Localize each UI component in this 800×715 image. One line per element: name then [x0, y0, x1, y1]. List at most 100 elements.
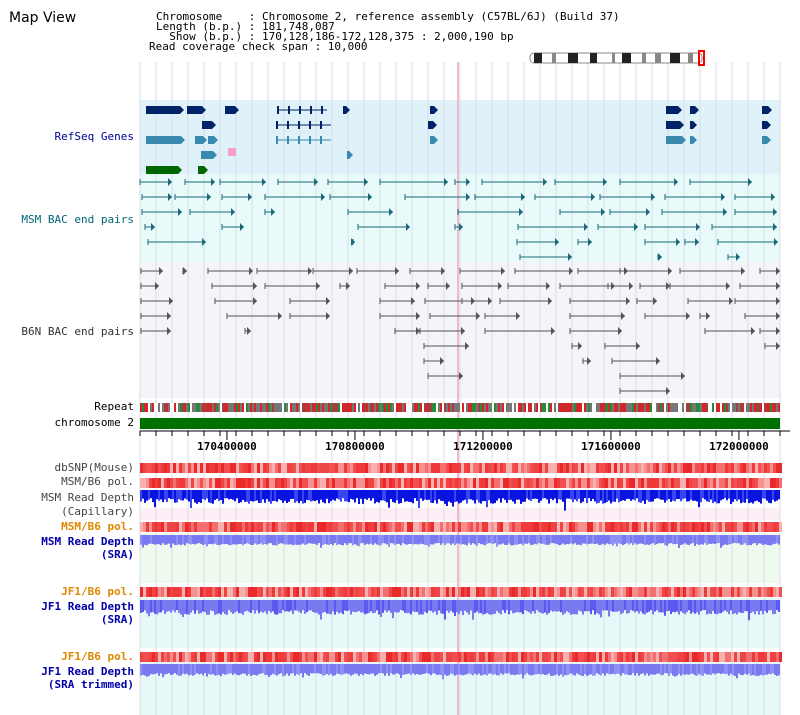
depth-bar — [324, 600, 326, 612]
depth-bar — [348, 535, 350, 543]
depth-bar — [440, 600, 442, 613]
position-axis[interactable]: 1704000001708000001712000001716000001720… — [140, 431, 790, 453]
heat-cell — [632, 478, 635, 488]
repeat-element — [240, 403, 242, 412]
repeat-element — [144, 403, 146, 412]
depth-bar — [730, 664, 732, 674]
heat-cell — [434, 652, 437, 662]
heat-cell — [434, 587, 437, 597]
depth-bar — [614, 664, 616, 674]
track-label-msm-bac[interactable]: MSM BAC end pairs — [21, 213, 134, 227]
heat-cell — [140, 652, 143, 662]
repeat-element — [184, 403, 186, 412]
repeat-element — [438, 403, 440, 412]
heat-cell — [755, 522, 758, 532]
heat-cell — [272, 522, 275, 532]
repeat-element — [598, 403, 600, 412]
repeat-element — [504, 403, 506, 412]
heat-cell — [743, 587, 746, 597]
heat-cell — [245, 587, 248, 597]
msm-b6-pol-strip[interactable] — [140, 478, 782, 488]
repeat-element — [336, 403, 338, 412]
heat-cell — [218, 652, 221, 662]
track-label-jf1-depth-trim-1: JF1 Read Depth — [41, 665, 134, 679]
repeat-element — [388, 403, 390, 412]
depth-bar — [722, 600, 724, 612]
dbsnp-strip[interactable] — [140, 463, 782, 473]
repeat-element — [160, 403, 162, 412]
depth-bar — [462, 535, 464, 544]
heat-cell — [743, 652, 746, 662]
repeat-element — [676, 403, 678, 412]
chromosome-ideogram[interactable] — [530, 51, 704, 65]
heat-cell — [755, 652, 758, 662]
depth-bar — [148, 664, 150, 676]
heat-cell — [329, 587, 332, 597]
heat-cell — [419, 587, 422, 597]
heat-cell — [533, 522, 536, 532]
depth-bar — [302, 664, 304, 678]
repeat-track[interactable] — [140, 403, 780, 412]
depth-bar — [560, 600, 562, 612]
depth-bar — [718, 600, 720, 613]
heat-cell — [449, 522, 452, 532]
depth-bar — [650, 600, 652, 610]
heat-cell — [476, 478, 479, 488]
depth-bar — [464, 664, 466, 675]
depth-bar — [656, 490, 658, 498]
depth-bar — [394, 600, 396, 612]
depth-bar — [148, 535, 150, 544]
heat-cell — [542, 463, 545, 473]
heat-cell — [326, 652, 329, 662]
depth-bar — [256, 535, 258, 545]
depth-bar — [586, 490, 588, 503]
heat-cell — [527, 652, 530, 662]
depth-bar — [550, 600, 552, 611]
depth-bar — [582, 490, 584, 502]
heat-cell — [563, 587, 566, 597]
gene-exon — [310, 106, 312, 114]
repeat-element — [490, 403, 492, 412]
msm-b6-pol2-strip[interactable] — [140, 522, 782, 532]
depth-bar — [632, 535, 634, 545]
repeat-element — [348, 403, 350, 412]
depth-bar — [416, 664, 418, 674]
heat-cell — [512, 587, 515, 597]
jf1-b6-pol2-strip[interactable] — [140, 652, 782, 662]
heat-cell — [158, 587, 161, 597]
heat-cell — [173, 587, 176, 597]
depth-bar — [498, 600, 500, 613]
depth-bar — [624, 490, 626, 501]
depth-bar — [754, 664, 756, 676]
heat-cell — [617, 478, 620, 488]
depth-bar — [296, 490, 298, 501]
repeat-element — [320, 403, 322, 412]
repeat-element — [212, 403, 214, 412]
chromosome-track[interactable] — [140, 418, 780, 429]
repeat-element — [498, 403, 500, 412]
depth-bar — [428, 664, 430, 674]
repeat-element — [172, 403, 174, 412]
repeat-element — [324, 403, 326, 412]
track-label-b6n-bac[interactable]: B6N BAC end pairs — [21, 325, 134, 339]
track-label-refseq[interactable]: RefSeq Genes — [55, 130, 134, 144]
heat-cell — [431, 522, 434, 532]
depth-bar — [310, 490, 312, 501]
heat-cell — [518, 478, 521, 488]
depth-bar — [462, 664, 464, 675]
heat-cell — [737, 478, 740, 488]
heat-cell — [761, 587, 764, 597]
depth-bar — [196, 535, 198, 544]
depth-bar — [738, 490, 740, 499]
heat-cell — [710, 587, 713, 597]
heat-cell — [578, 587, 581, 597]
depth-bar — [344, 535, 346, 543]
axis-tick-label: 171600000 — [581, 440, 641, 453]
jf1-b6-pol-strip[interactable] — [140, 587, 782, 597]
gene-exon — [428, 121, 433, 129]
heat-cell — [770, 652, 773, 662]
depth-bar — [378, 664, 380, 673]
depth-bar — [152, 535, 154, 544]
depth-bar — [258, 490, 260, 503]
depth-bar — [156, 535, 158, 544]
